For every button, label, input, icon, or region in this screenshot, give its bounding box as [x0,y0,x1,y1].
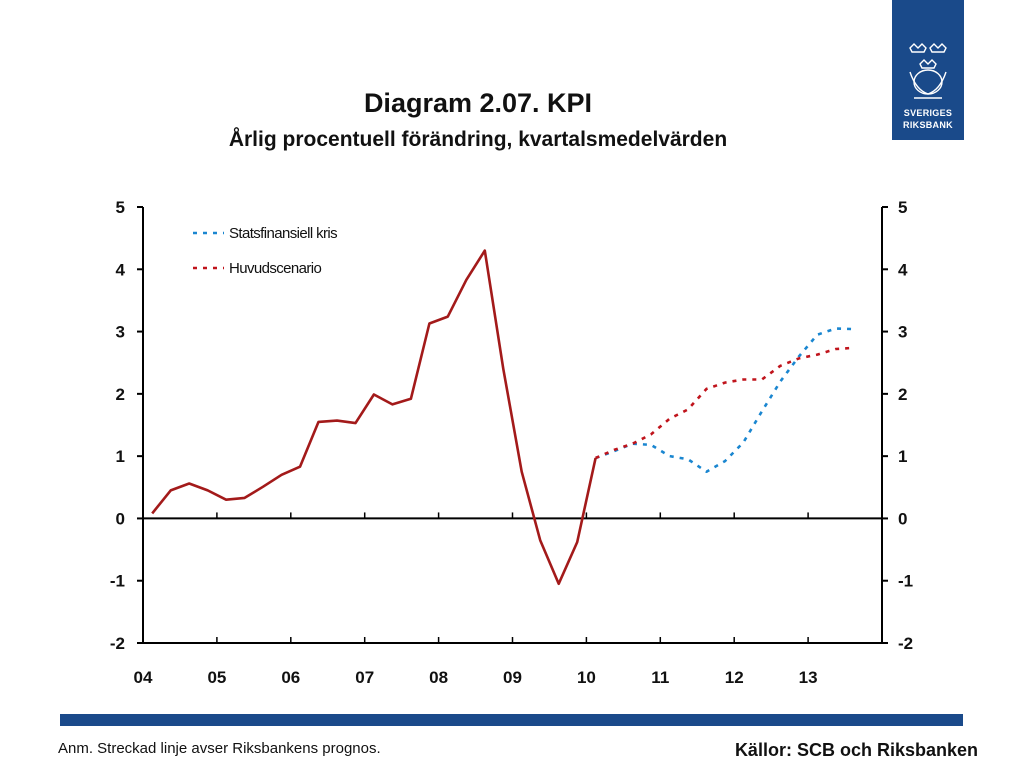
legend-label: Statsfinansiell kris [229,225,337,242]
x-tick-label: 13 [799,668,818,687]
y-tick-label-left: 4 [116,260,126,279]
legend-box [182,212,414,287]
chart-subtitle: Årlig procentuell förändring, kvartalsme… [228,128,728,151]
y-tick-label-left: 0 [116,509,125,528]
legend-label: Huvudscenario [229,260,322,277]
crown-emblem-icon [909,43,947,99]
y-tick-label-right: 3 [898,323,907,342]
y-tick-label-left: -1 [110,572,125,591]
y-tick-label-right: -1 [898,572,913,591]
y-tick-label-left: -2 [110,634,125,653]
series-line-historical [151,249,597,586]
series-lines [151,249,855,586]
y-tick-label-right: 2 [898,385,907,404]
x-tick-label: 12 [725,668,744,687]
series-line-statsfinansiell-kris [595,327,855,474]
x-tick-label: 11 [651,668,669,687]
footnote: Anm. Streckad linje avser Riksbankens pr… [58,740,381,757]
line-chart: -2 -2-1 -10 01 12 23 34 45 504 05 06 07 08 09 10 11 12 13… [110,198,913,687]
x-tick-label: 10 [577,668,596,687]
logo-line2: RIKSBANK [903,120,953,130]
y-tick-label-left: 2 [116,385,125,404]
x-tick-label: 05 [207,668,226,687]
x-tick-label: 06 [281,668,300,687]
y-tick-label-right: 0 [898,509,907,528]
x-tick-label: 09 [503,668,522,687]
riksbank-logo: SVERIGES RIKSBANK [892,0,964,140]
axes: -2 -2-1 -10 01 12 23 34 45 504 05 06 07 08 09 10 11 12 13 [110,198,913,687]
y-tick-label-left: 1 [116,447,125,466]
y-tick-label-right: -2 [898,634,913,653]
series-line-huvudscenario [595,346,855,460]
footer-bar [60,714,963,726]
y-tick-label-right: 1 [898,447,907,466]
y-tick-label-right: 4 [898,260,908,279]
x-tick-label: 04 [134,668,153,687]
x-tick-label: 07 [355,668,374,687]
y-tick-label-left: 3 [116,323,125,342]
y-tick-label-left: 5 [116,198,125,217]
chart-title: Diagram 2.07. KPI [363,88,593,118]
sources-label: Källor: SCB och Riksbanken [734,740,978,760]
y-tick-label-right: 5 [898,198,907,217]
x-tick-label: 08 [429,668,448,687]
legend: Statsfinansiell kris Huvudscenario [182,212,414,287]
logo-line1: SVERIGES [903,108,953,118]
